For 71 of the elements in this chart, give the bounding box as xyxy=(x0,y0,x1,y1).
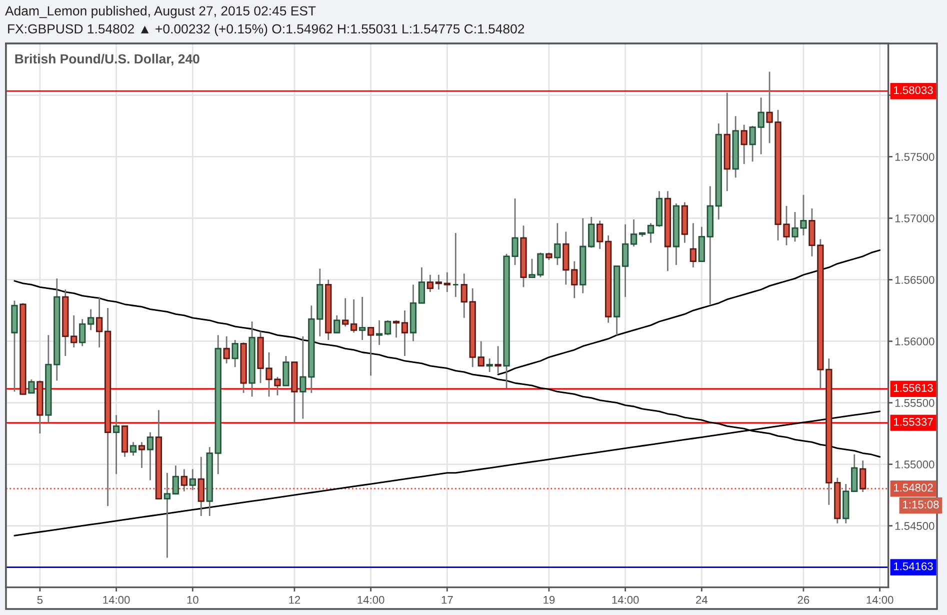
candlestick xyxy=(138,441,146,469)
x-tick-label: 19 xyxy=(544,596,555,604)
y-tick-label: 1.54500 xyxy=(895,522,934,530)
text: Adam_Lemon published, August 27, 2015 02:45 EST xyxy=(5,6,316,18)
ref-line-label: 1.54163 xyxy=(894,562,933,570)
y-tick-label: 1.57000 xyxy=(895,214,934,222)
candlestick xyxy=(164,472,171,558)
candlestick xyxy=(851,454,858,492)
candlestick xyxy=(478,340,484,367)
ref-line-label: 1.58033 xyxy=(894,86,933,94)
x-tick-label: 5 xyxy=(37,596,43,604)
candlestick xyxy=(79,318,86,347)
ref-line-label: 1.54802 xyxy=(894,484,933,492)
candlestick xyxy=(367,327,374,376)
candlestick xyxy=(444,272,450,293)
text: British Pound/U.S. Dollar, 240 xyxy=(15,54,200,66)
chart-subtitle: FX:GBPUSD 1.54802 ▲ +0.00232 (+0.15%) O:1.54962 H:1.55031 L:1.54775 C:1.54802 xyxy=(8,24,524,36)
candlestick xyxy=(486,358,493,373)
candlestick xyxy=(596,220,604,250)
x-tick-label: 12 xyxy=(289,596,300,604)
x-tick-label: 26 xyxy=(798,596,810,604)
x-tick-label: 10 xyxy=(187,596,198,604)
candlestick xyxy=(282,355,290,386)
x-tick-label: 24 xyxy=(696,596,708,604)
candlestick xyxy=(232,339,238,368)
candlestick xyxy=(392,320,400,338)
candlestick xyxy=(435,274,442,290)
candlestick xyxy=(384,320,392,336)
candlestick xyxy=(223,336,230,364)
candlestick xyxy=(350,298,358,334)
candlestick xyxy=(70,314,78,348)
candlestick xyxy=(690,222,696,268)
x-tick-label: 14:00 xyxy=(358,596,384,604)
candlestick xyxy=(358,296,366,341)
candlestick xyxy=(146,432,154,481)
candlestick xyxy=(647,222,654,244)
candlestick xyxy=(28,378,35,394)
candlestick xyxy=(418,266,426,304)
candlestick xyxy=(130,441,137,456)
y-tick-label: 1.55000 xyxy=(895,460,934,468)
candlestick xyxy=(554,222,561,266)
candlestick xyxy=(622,224,629,298)
candlestick xyxy=(426,274,434,293)
candlestick xyxy=(96,296,103,348)
candlestick xyxy=(334,314,340,334)
x-tick-label: 14:00 xyxy=(103,596,130,604)
candlestick xyxy=(342,297,349,328)
candlestick xyxy=(630,218,638,248)
candlestick xyxy=(460,272,468,319)
line-series xyxy=(497,249,881,376)
candlestick xyxy=(494,345,502,374)
x-tick-label: 17 xyxy=(442,596,453,604)
candlestick xyxy=(401,310,408,357)
candlestick xyxy=(88,308,94,331)
x-tick-label: 14:00 xyxy=(612,596,639,604)
candlestick xyxy=(112,414,120,475)
x-tick-label: 14:00 xyxy=(866,596,894,604)
candlestick xyxy=(571,260,578,299)
y-tick-label: 1.57500 xyxy=(895,152,934,161)
candlestick xyxy=(172,464,179,494)
ref-line-label: 1.55337 xyxy=(894,418,933,426)
candlestick xyxy=(189,468,196,491)
y-tick-label: 1.56500 xyxy=(895,276,934,284)
text: 1:15:08 xyxy=(903,500,939,508)
candlestick xyxy=(588,216,595,248)
y-tick-label: 1.56000 xyxy=(895,338,934,346)
candlestick xyxy=(452,232,459,298)
y-tick-label: 1.55500 xyxy=(895,399,934,407)
candlestick xyxy=(740,124,748,165)
candlestick xyxy=(376,320,383,346)
ref-line-label: 1.55613 xyxy=(894,384,933,392)
